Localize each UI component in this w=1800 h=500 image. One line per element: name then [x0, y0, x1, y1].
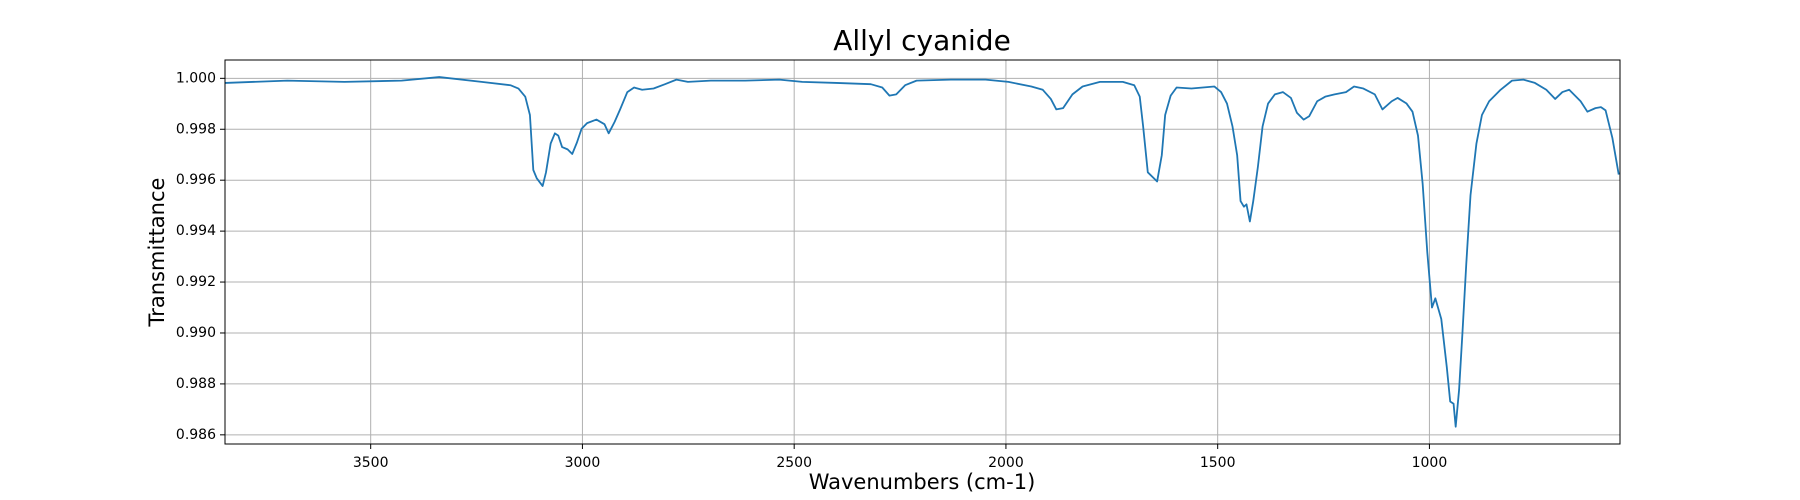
y-tick-label: 0.986	[176, 427, 216, 443]
y-tick-label: 0.990	[176, 325, 216, 341]
x-tick-label: 3000	[565, 455, 601, 471]
spectrum-line	[225, 76, 1620, 428]
y-tick-label: 0.992	[176, 274, 216, 290]
plot-frame	[224, 59, 1621, 445]
x-tick-label: 1000	[1412, 455, 1448, 471]
y-tick-label: 0.996	[176, 172, 216, 188]
x-tick-label: 2500	[776, 455, 812, 471]
x-tick-label: 1500	[1200, 455, 1236, 471]
y-axis-label: Transmittance	[145, 178, 169, 328]
y-tick-label: 1.000	[176, 70, 216, 86]
y-tick-label: 0.998	[176, 121, 216, 137]
x-tick-label: 3500	[353, 455, 389, 471]
x-axis-label: Wavenumbers (cm-1)	[809, 470, 1036, 494]
y-tick-label: 0.988	[176, 376, 216, 392]
chart-title: Allyl cyanide	[833, 24, 1011, 57]
x-tick-label: 2000	[988, 455, 1024, 471]
y-tick-label: 0.994	[176, 223, 216, 239]
